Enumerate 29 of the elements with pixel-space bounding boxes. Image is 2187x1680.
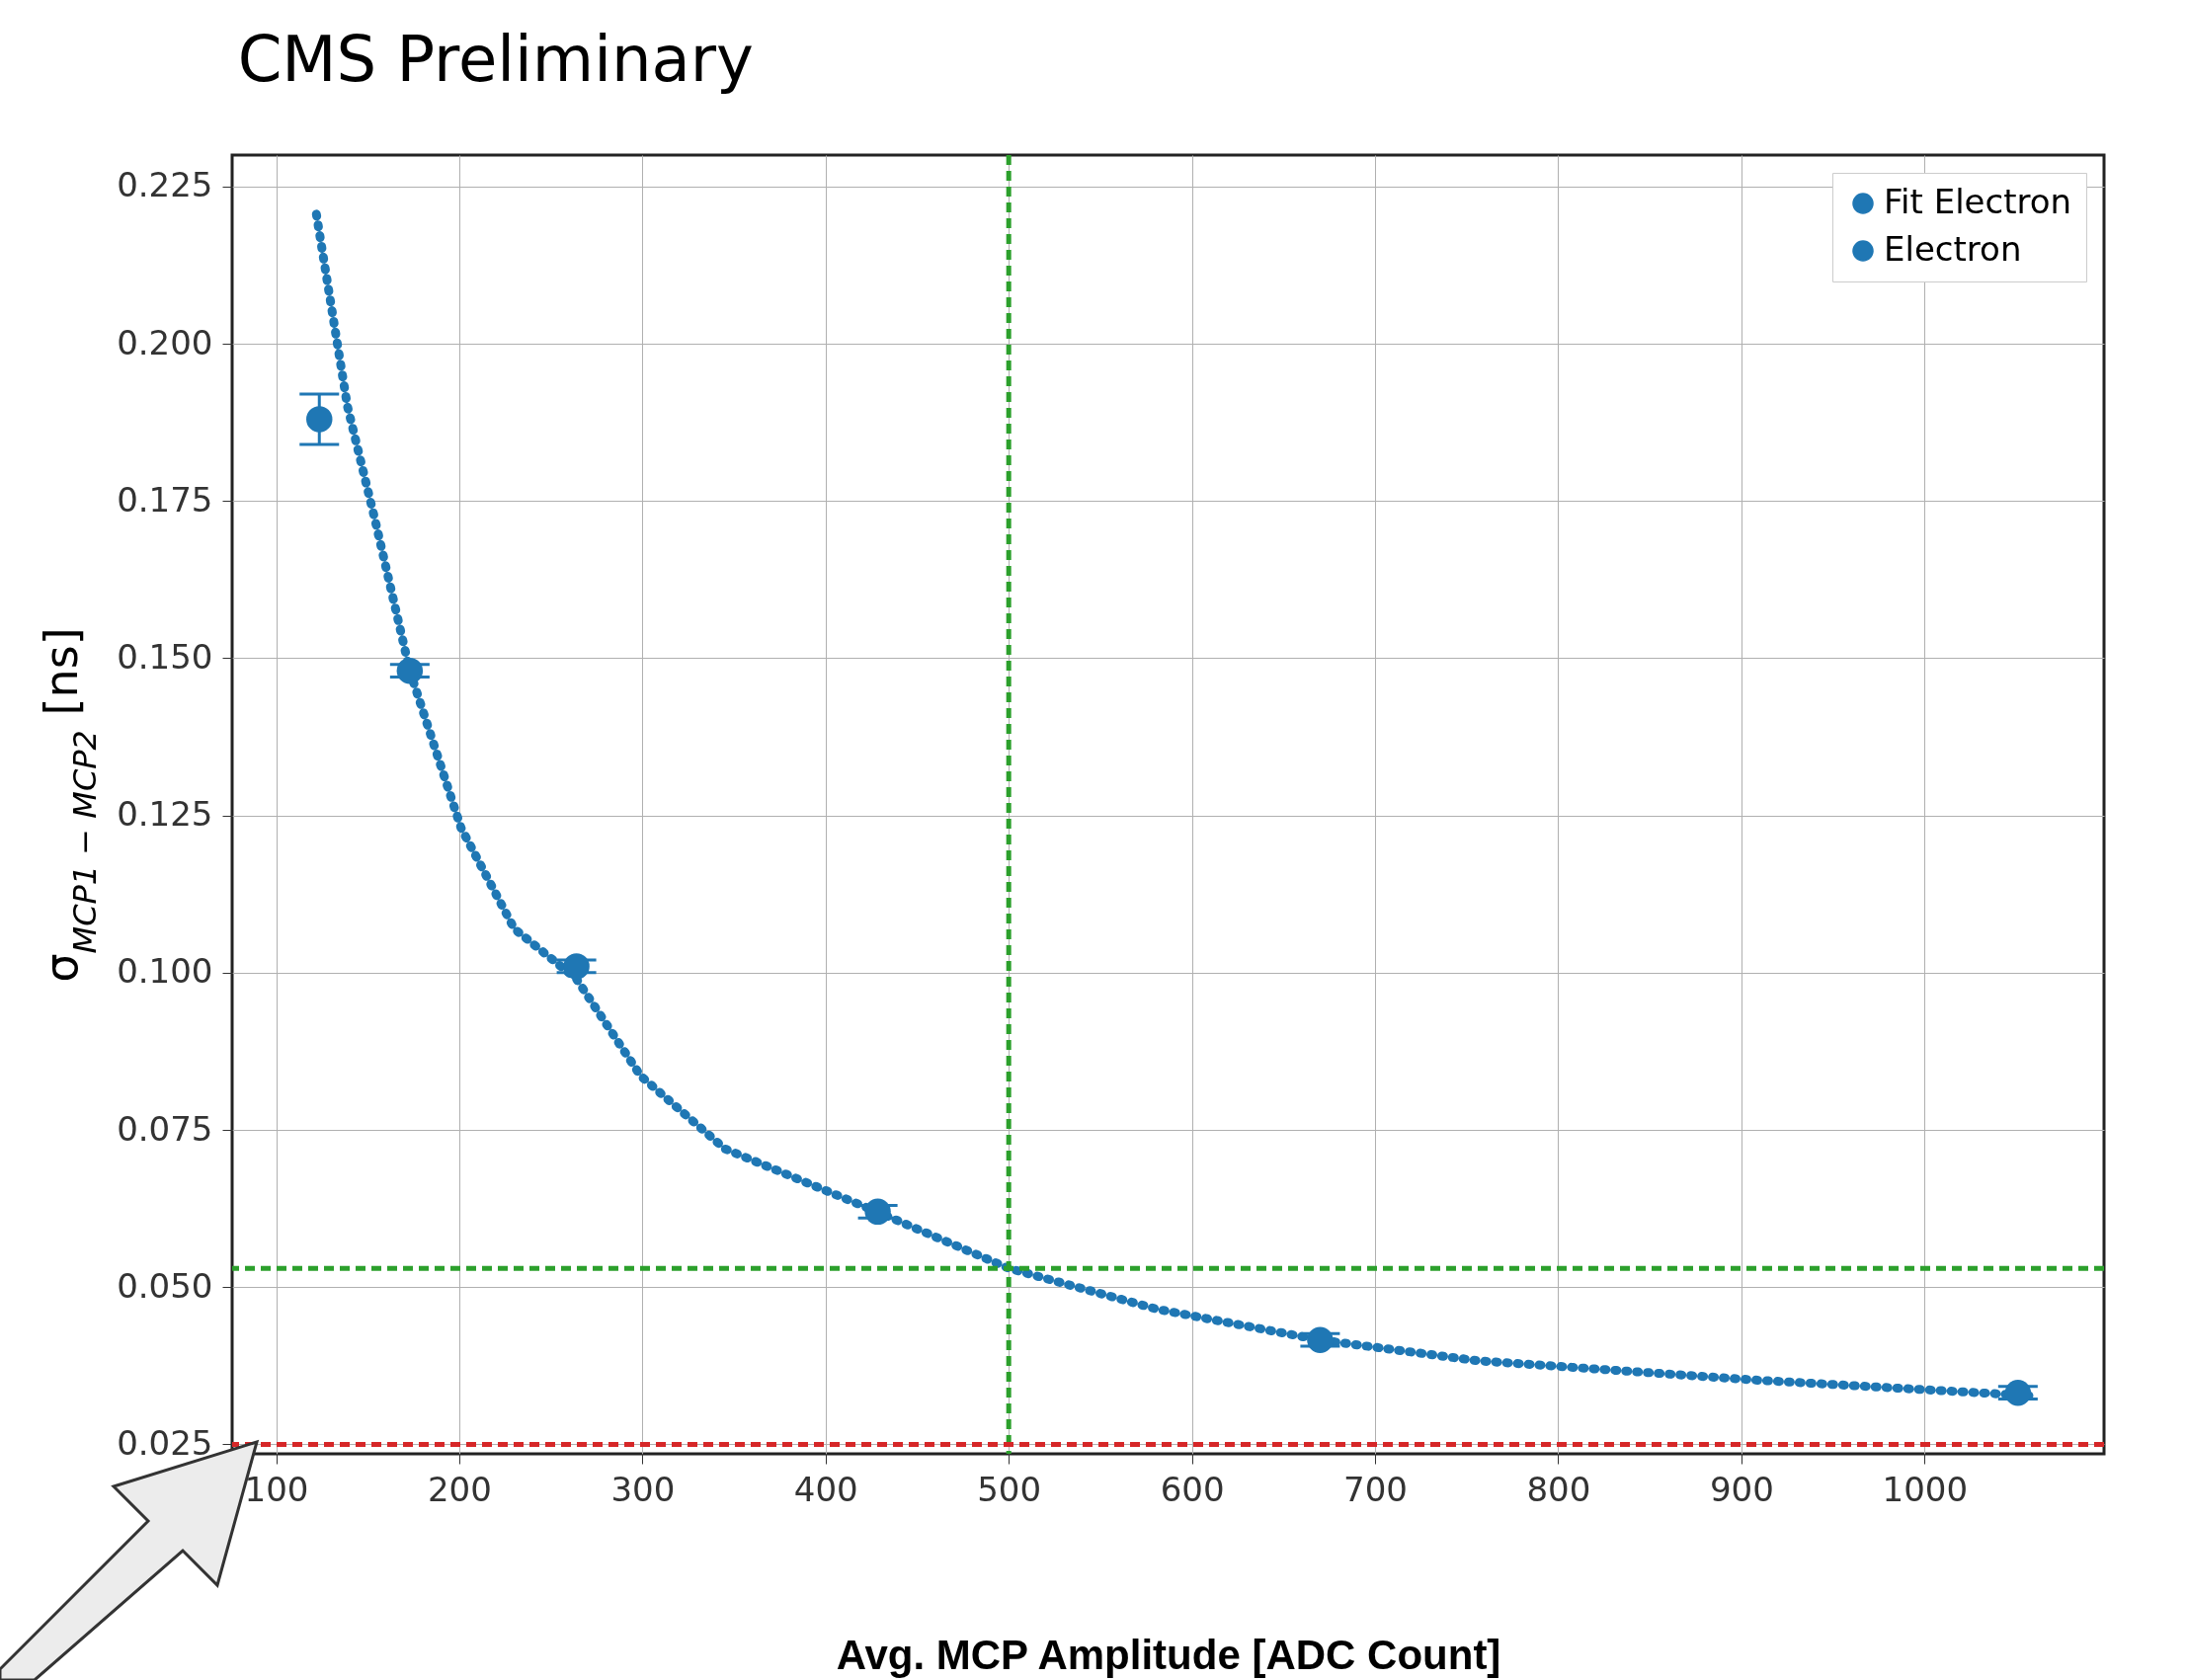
x-tick-label: 300	[610, 1469, 676, 1509]
y-tick-label: 0.175	[117, 479, 213, 520]
y-tick-label: 0.150	[117, 636, 213, 677]
y-tick-label: 0.125	[117, 794, 213, 835]
y-tick-label: 0.100	[117, 951, 213, 992]
point	[1307, 1326, 1334, 1353]
x-tick-label: 100	[244, 1469, 309, 1509]
y-tick-label: 0.225	[117, 165, 213, 205]
x-tick-label: 400	[793, 1469, 858, 1509]
y-tick-label: 0.075	[117, 1108, 213, 1149]
x-axis-title: Avg. MCP Amplitude [ADC Count]	[836, 1631, 1501, 1678]
legend-label: Electron	[1884, 229, 2022, 269]
y-tick-label: 0.200	[117, 322, 213, 362]
x-tick-label: 600	[1160, 1469, 1225, 1509]
x-tick-label: 900	[1709, 1469, 1774, 1509]
y-tick-label: 0.025	[117, 1422, 213, 1463]
x-tick-label: 500	[977, 1469, 1042, 1509]
legend-label: Fit Electron	[1884, 182, 2072, 221]
point	[864, 1198, 891, 1226]
point	[396, 657, 424, 684]
y-tick-label: 0.050	[117, 1265, 213, 1306]
x-tick-label: 1000	[1882, 1469, 1969, 1509]
chart-title: CMS Preliminary	[237, 22, 754, 96]
point	[306, 406, 333, 433]
point	[563, 953, 590, 980]
point	[2004, 1380, 2032, 1406]
x-tick-label: 700	[1343, 1469, 1408, 1509]
x-tick-label: 800	[1526, 1469, 1591, 1509]
x-tick-label: 200	[427, 1469, 492, 1509]
